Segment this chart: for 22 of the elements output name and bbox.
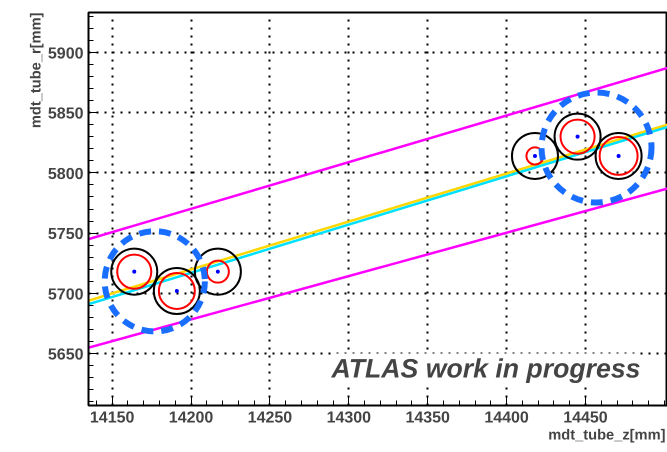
y-tick-label: 5850 (48, 106, 84, 123)
y-tick-label: 5650 (48, 346, 84, 364)
point (616, 154, 621, 158)
y-tick-label: 5700 (48, 286, 84, 304)
x-tick-label: 14300 (326, 410, 372, 426)
y-axis-title: mdt_tube_r[mm] (28, 12, 44, 128)
x-axis-title: mdt_tube_z[mm] (548, 428, 666, 444)
x-tick-label: 14350 (405, 410, 450, 426)
x-tick-label: 14250 (248, 410, 292, 426)
annotation: ATLAS work in progress (330, 354, 641, 384)
y-tick-label: 5900 (48, 45, 84, 62)
x-tick-label: 14150 (90, 410, 135, 426)
point (174, 288, 179, 293)
x-tick-label: 14200 (168, 410, 214, 426)
y-tick-label: 5750 (48, 226, 84, 244)
y-tick-label: 5800 (48, 166, 84, 183)
x-tick-label: 14450 (563, 410, 608, 426)
point (576, 134, 580, 139)
point (532, 154, 537, 158)
point (216, 270, 220, 274)
point (132, 270, 136, 274)
x-tick-label: 14400 (484, 410, 529, 426)
